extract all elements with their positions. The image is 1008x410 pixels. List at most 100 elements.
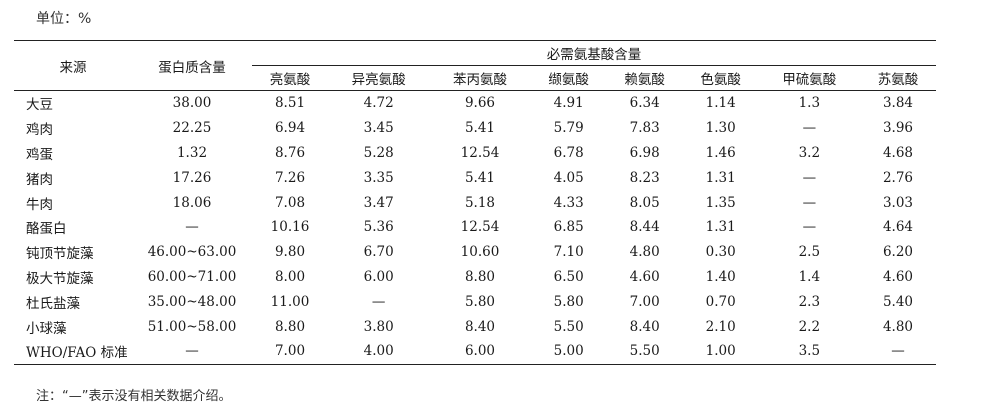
table-row: 小球藻 51.00~58.00 8.80 3.80 8.40 5.50 8.40 2.10 2.…: [14, 314, 936, 339]
cell-value: 1.14: [705, 95, 736, 112]
cell-value: 2.76: [882, 169, 914, 186]
cell-value: 2.3: [798, 293, 821, 310]
cell-value: 2.10: [705, 318, 736, 335]
cell-value: 10.16: [270, 219, 310, 236]
cell-value: 7.10: [553, 244, 584, 261]
cell-value: 3.45: [363, 120, 394, 137]
cell-value: 4.05: [553, 169, 584, 186]
header-amino-acid: 苏氨酸: [859, 65, 936, 91]
table-body: 大豆 38.00 8.51 4.72 9.66 4.91 6.34 1.14 1.3 3.84 鸡肉…: [14, 91, 936, 365]
cell-value: 1.31: [705, 219, 736, 236]
cell-value: 4.00: [363, 343, 394, 360]
cell-value: 8.40: [629, 318, 660, 335]
cell-value: 8.80: [274, 318, 306, 335]
cell-value: 7.26: [274, 169, 306, 186]
cell-value: 12.54: [460, 219, 500, 236]
cell-source: WHO/FAO 标准: [26, 345, 128, 362]
cell-value: 6.00: [464, 343, 496, 360]
cell-value: 7.00: [629, 293, 660, 310]
cell-value: 9.80: [274, 244, 306, 261]
cell-protein: 1.32: [176, 144, 208, 161]
table-row: 钝顶节旋藻 46.00~63.00 9.80 6.70 10.60 7.10 4.80 0.3…: [14, 240, 936, 265]
cell-value: 0.30: [705, 244, 736, 261]
cell-value: 9.66: [464, 95, 496, 112]
cell-value: —: [802, 169, 817, 186]
cell-value: 3.84: [882, 95, 914, 112]
cell-source: 酪蛋白: [26, 221, 67, 238]
cell-protein: —: [185, 219, 199, 236]
header-amino-acid: 亮氨酸: [252, 65, 328, 91]
cell-value: 3.96: [882, 120, 914, 137]
cell-protein: 17.26: [172, 169, 212, 186]
cell-value: 6.50: [553, 268, 584, 285]
cell-value: 10.60: [460, 244, 500, 261]
cell-value: 1.46: [705, 144, 736, 161]
cell-value: 11.00: [270, 293, 310, 310]
cell-value: 8.40: [464, 318, 496, 335]
header-amino-acid: 苯丙氨酸: [429, 65, 531, 91]
header-amino-acid: 缬氨酸: [530, 65, 607, 91]
cell-value: 6.00: [363, 268, 394, 285]
table-note: 注：“—”表示没有相关数据介绍。: [36, 389, 232, 404]
cell-value: —: [802, 194, 817, 211]
cell-protein: 46.00~63.00: [147, 244, 237, 261]
cell-value: 3.03: [882, 194, 914, 211]
cell-source: 小球藻: [26, 320, 67, 337]
table-row: 鸡肉 22.25 6.94 3.45 5.41 5.79 7.83 1.30 — 3.96: [14, 116, 936, 141]
header-amino-acid: 赖氨酸: [606, 65, 683, 91]
cell-value: 5.80: [464, 293, 496, 310]
cell-protein: 38.00: [172, 95, 212, 112]
cell-value: 7.83: [629, 120, 660, 137]
cell-value: 8.76: [274, 144, 306, 161]
cell-value: 2.2: [798, 318, 821, 335]
cell-value: 3.2: [798, 144, 821, 161]
cell-value: 8.51: [274, 95, 306, 112]
cell-value: 4.72: [363, 95, 394, 112]
cell-value: 3.47: [363, 194, 394, 211]
cell-value: 6.98: [629, 144, 660, 161]
header-amino-acid-group: 必需氨基酸含量: [252, 40, 936, 66]
cell-value: 5.41: [464, 169, 496, 186]
cell-source: 杜氏盐藻: [26, 295, 80, 312]
cell-value: 5.41: [464, 120, 496, 137]
cell-value: 6.78: [553, 144, 584, 161]
cell-value: 7.00: [274, 343, 306, 360]
header-row-group: 来源 蛋白质含量 必需氨基酸含量: [14, 40, 936, 91]
table-row: 酪蛋白 — 10.16 5.36 12.54 6.85 8.44 1.31 — 4.64: [14, 215, 936, 240]
cell-value: 1.4: [798, 268, 821, 285]
cell-value: 4.60: [629, 268, 660, 285]
table-row: 大豆 38.00 8.51 4.72 9.66 4.91 6.34 1.14 1.3 3.84: [14, 91, 936, 116]
cell-source: 牛肉: [26, 196, 53, 213]
cell-value: 6.34: [629, 95, 660, 112]
cell-value: 8.80: [464, 268, 496, 285]
cell-value: 4.80: [629, 244, 660, 261]
cell-value: 8.23: [629, 169, 660, 186]
cell-value: 5.00: [553, 343, 584, 360]
cell-value: 4.64: [882, 219, 914, 236]
cell-value: 5.79: [553, 120, 584, 137]
cell-source: 猪肉: [26, 171, 53, 188]
table-row: WHO/FAO 标准 — 7.00 4.00 6.00 5.00 5.50 1.00 3.5 —: [14, 339, 936, 364]
header-source: 来源: [14, 40, 132, 91]
cell-value: 1.40: [705, 268, 736, 285]
cell-value: 5.80: [553, 293, 584, 310]
cell-source: 极大节旋藻: [26, 270, 94, 287]
cell-value: 1.3: [798, 95, 821, 112]
cell-value: 1.30: [705, 120, 736, 137]
cell-value: 5.40: [882, 293, 914, 310]
cell-value: 12.54: [460, 144, 500, 161]
cell-source: 钝顶节旋藻: [26, 246, 94, 263]
table-row: 极大节旋藻 60.00~71.00 8.00 6.00 8.80 6.50 4.60 1.40…: [14, 265, 936, 290]
table-row: 鸡蛋 1.32 8.76 5.28 12.54 6.78 6.98 1.46 3.2 4.68: [14, 141, 936, 166]
cell-value: 5.36: [363, 219, 394, 236]
cell-source: 鸡肉: [26, 122, 53, 139]
cell-value: 6.94: [274, 120, 306, 137]
table-row: 杜氏盐藻 35.00~48.00 11.00 — 5.80 5.80 7.00 0.70 2.3…: [14, 289, 936, 314]
cell-value: 3.5: [798, 343, 821, 360]
cell-value: 4.68: [882, 144, 914, 161]
header-row-amino-acids: 亮氨酸 异亮氨酸 苯丙氨酸 缬氨酸 赖氨酸 色氨酸 甲硫氨酸 苏氨酸: [14, 65, 936, 91]
cell-value: 3.35: [363, 169, 394, 186]
cell-value: 4.91: [553, 95, 584, 112]
cell-value: —: [802, 120, 817, 137]
cell-protein: 51.00~58.00: [147, 318, 237, 335]
